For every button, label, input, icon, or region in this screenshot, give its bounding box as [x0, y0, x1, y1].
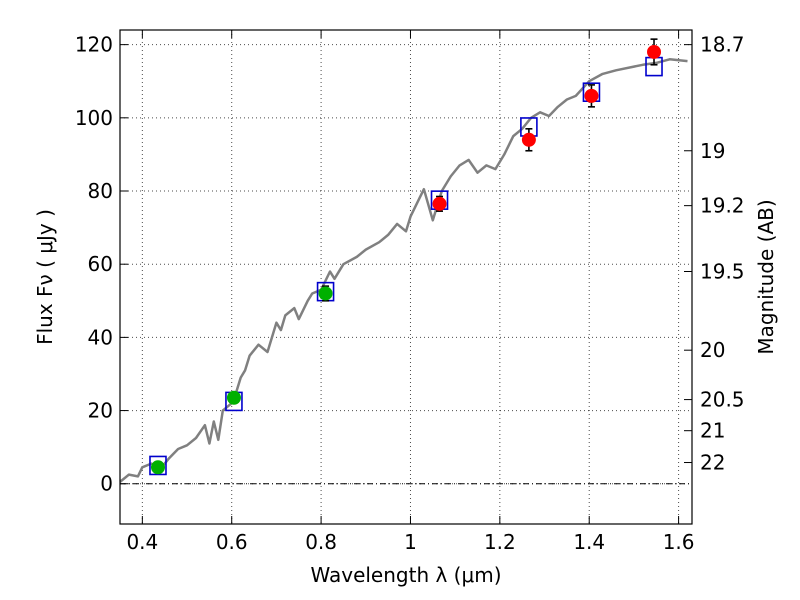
x-tick-label: 1: [404, 530, 417, 554]
right-tick-label: 19.5: [700, 260, 745, 284]
observed-point: [647, 44, 662, 59]
right-tick-label: 19.2: [700, 194, 745, 218]
right-tick-label: 18.7: [700, 33, 745, 57]
model-square-marker: [149, 455, 167, 476]
x-axis-title: Wavelength λ (μm): [310, 563, 501, 587]
observed-point: [432, 196, 447, 211]
tick-labels: 0.4 0.6 0.8 1 1.2 1.4 1.6 0 20 40 60 80 100 120 18.7 19…: [75, 33, 745, 554]
right-tick-label: 21: [700, 419, 725, 443]
y-tick-label: 100: [75, 106, 113, 130]
spectrum-line: [119, 58, 688, 483]
y-tick-label: 80: [88, 179, 113, 203]
y-tick-label: 60: [88, 252, 113, 276]
x-tick-label: 0.6: [216, 530, 248, 554]
tick-marks: [120, 30, 692, 524]
y-tick-label: 0: [100, 472, 113, 496]
x-tick-label: 0.4: [126, 530, 158, 554]
observed-point: [150, 460, 165, 475]
series-layer: [119, 38, 688, 483]
y-tick-label: 40: [88, 325, 113, 349]
y-axis-title: Flux Fν ( μJy ): [33, 209, 57, 345]
right-tick-label: 19: [700, 139, 725, 163]
y-tick-label: 20: [88, 399, 113, 423]
observed-point: [584, 88, 599, 103]
x-tick-label: 0.8: [305, 530, 337, 554]
y-tick-label: 120: [75, 33, 113, 57]
x-tick-label: 1.2: [484, 530, 516, 554]
grid-lines: [120, 30, 692, 524]
right-tick-label: 20: [700, 338, 725, 362]
plot-frame: [119, 29, 693, 525]
right-tick-label: 22: [700, 451, 725, 475]
observed-point: [521, 132, 536, 147]
x-tick-label: 1.6: [663, 530, 695, 554]
observed-point: [318, 286, 333, 301]
right-tick-label: 20.5: [700, 388, 745, 412]
observed-point: [226, 390, 241, 405]
x-tick-label: 1.4: [573, 530, 605, 554]
right-axis-title: Magnitude (AB): [754, 199, 778, 354]
